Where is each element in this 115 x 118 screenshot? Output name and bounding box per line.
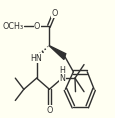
Text: H: H [59, 66, 65, 75]
Text: O: O [51, 9, 57, 18]
Text: OCH₃: OCH₃ [2, 22, 23, 31]
Text: O: O [46, 105, 52, 115]
Text: O: O [34, 22, 40, 31]
Text: HN: HN [30, 54, 42, 63]
Text: N: N [59, 74, 65, 83]
Polygon shape [48, 45, 65, 59]
